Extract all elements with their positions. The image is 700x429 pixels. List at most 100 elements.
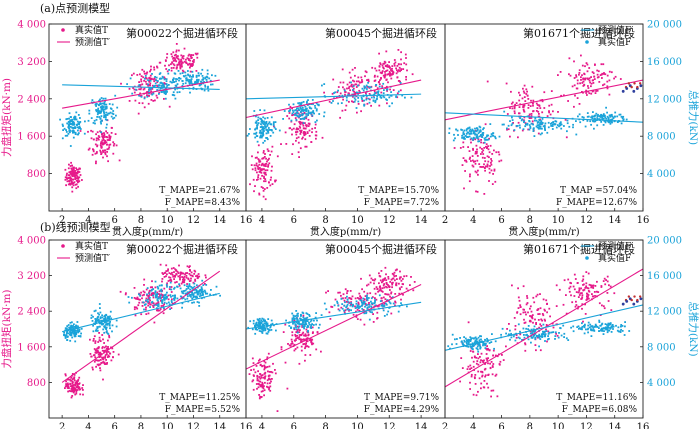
true-torque-point	[273, 125, 275, 128]
thrust-outlier-point	[625, 87, 629, 90]
true-thrust-point	[266, 123, 269, 126]
true-thrust-point	[195, 74, 198, 77]
true-thrust-point	[257, 319, 260, 322]
true-torque-point	[68, 389, 71, 392]
true-torque-point	[453, 147, 456, 149]
true-thrust-point	[189, 81, 192, 84]
true-thrust-point	[598, 115, 601, 118]
true-thrust-point	[476, 342, 479, 345]
true-torque-point	[571, 301, 574, 304]
true-torque-point	[588, 77, 591, 80]
true-torque-point	[585, 89, 587, 92]
true-torque-point	[371, 279, 374, 281]
true-thrust-point	[99, 317, 102, 320]
true-thrust-point	[511, 119, 514, 121]
true-torque-point	[555, 305, 558, 307]
true-torque-point	[268, 374, 271, 377]
true-torque-point	[531, 316, 533, 319]
true-thrust-point	[377, 93, 380, 96]
true-thrust-point	[173, 297, 175, 300]
true-torque-point	[94, 349, 97, 351]
true-torque-point	[262, 195, 265, 198]
true-thrust-point	[258, 317, 261, 320]
true-torque-point	[524, 342, 526, 345]
true-thrust-point	[492, 132, 494, 135]
true-torque-point	[354, 305, 356, 308]
true-thrust-point	[318, 113, 321, 115]
true-torque-point	[539, 293, 541, 295]
true-torque-point	[587, 297, 590, 300]
true-thrust-point	[292, 316, 295, 319]
true-torque-point	[388, 61, 390, 63]
true-torque-point	[96, 347, 98, 350]
true-torque-point	[387, 73, 390, 76]
legend-true-torque-marker	[61, 244, 65, 248]
true-torque-point	[484, 167, 486, 169]
true-thrust-point	[254, 121, 257, 124]
true-torque-point	[479, 356, 481, 358]
true-torque-point	[538, 313, 541, 315]
true-thrust-point	[586, 115, 589, 118]
true-torque-point	[594, 285, 597, 287]
true-thrust-point	[147, 90, 150, 93]
true-torque-point	[405, 78, 407, 81]
x-tick-label: 12	[580, 422, 593, 429]
true-torque-point	[474, 150, 477, 153]
true-torque-point	[195, 70, 198, 72]
true-torque-point	[98, 136, 101, 138]
true-thrust-point	[317, 326, 320, 329]
true-thrust-point	[295, 112, 298, 114]
true-torque-point	[293, 328, 296, 331]
true-thrust-point	[385, 303, 388, 306]
true-torque-point	[390, 291, 393, 294]
true-torque-point	[575, 291, 578, 293]
true-thrust-point	[590, 123, 592, 126]
true-thrust-point	[107, 112, 110, 115]
true-thrust-point	[615, 324, 617, 327]
true-thrust-point	[93, 119, 96, 122]
true-thrust-point	[106, 332, 109, 335]
true-torque-point	[535, 102, 538, 105]
true-thrust-point	[600, 329, 602, 332]
true-torque-point	[262, 376, 265, 379]
true-torque-point	[532, 296, 535, 299]
true-torque-point	[104, 141, 107, 144]
true-torque-point	[75, 183, 78, 186]
true-torque-point	[379, 287, 382, 289]
true-thrust-point	[481, 133, 484, 135]
true-torque-point	[300, 129, 303, 132]
true-torque-point	[353, 90, 355, 93]
true-thrust-point	[461, 134, 463, 137]
true-torque-point	[69, 176, 72, 179]
true-thrust-point	[163, 297, 166, 299]
true-torque-point	[602, 63, 605, 66]
true-torque-point	[475, 171, 478, 174]
true-thrust-point	[368, 318, 371, 321]
true-torque-point	[532, 104, 534, 107]
true-thrust-point	[106, 114, 109, 116]
true-thrust-point	[392, 302, 395, 305]
true-thrust-point	[470, 132, 473, 135]
true-thrust-point	[189, 74, 191, 77]
true-torque-point	[189, 66, 191, 69]
true-torque-point	[526, 90, 528, 93]
true-thrust-point	[105, 103, 108, 106]
true-thrust-point	[78, 330, 80, 332]
true-torque-point	[140, 313, 143, 316]
true-torque-point	[105, 363, 108, 365]
true-torque-point	[608, 284, 610, 287]
true-thrust-point	[365, 311, 368, 314]
true-torque-point	[384, 73, 387, 76]
true-thrust-point	[619, 331, 622, 333]
true-torque-point	[106, 155, 108, 158]
true-torque-point	[588, 290, 591, 293]
true-torque-point	[74, 183, 77, 186]
true-torque-point	[263, 372, 266, 375]
true-thrust-point	[554, 335, 557, 337]
true-torque-point	[145, 80, 147, 83]
true-torque-point	[584, 77, 587, 80]
true-thrust-point	[290, 326, 292, 329]
true-thrust-point	[106, 123, 108, 126]
true-torque-point	[270, 176, 272, 179]
true-torque-point	[156, 65, 158, 68]
